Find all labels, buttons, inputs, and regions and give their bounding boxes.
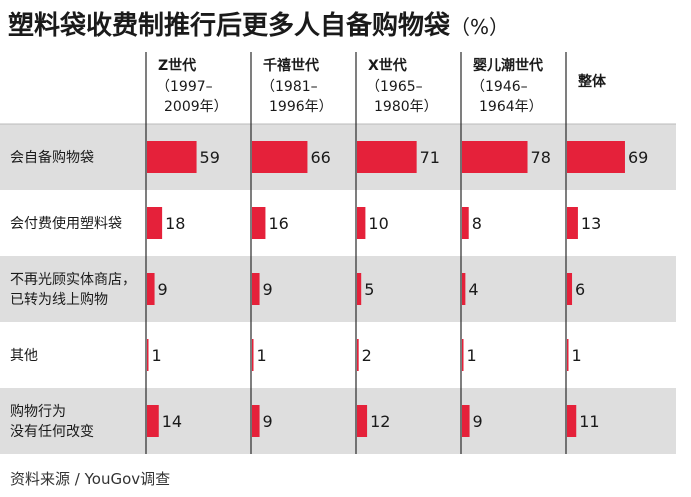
value-label: 6 xyxy=(575,280,585,299)
bar xyxy=(567,339,569,371)
value-label: 13 xyxy=(581,214,601,233)
chart-title: 塑料袋收费制推行后更多人自备购物袋（%） xyxy=(8,6,509,46)
value-label: 10 xyxy=(368,214,388,233)
value-label: 11 xyxy=(579,412,599,431)
value-label: 69 xyxy=(628,148,648,167)
row-band xyxy=(0,388,676,454)
group-years: （1981– xyxy=(261,79,318,95)
value-label: 9 xyxy=(473,412,483,431)
value-label: 1 xyxy=(257,346,267,365)
bar xyxy=(252,141,308,173)
value-label: 66 xyxy=(310,148,330,167)
group-years: （1997– xyxy=(156,79,213,95)
category-label: 已转为线上购物 xyxy=(10,292,108,308)
group-name: 整体 xyxy=(577,73,607,90)
group-years: 1996年） xyxy=(269,99,333,115)
bar xyxy=(147,207,163,239)
row-band xyxy=(0,124,676,190)
bar xyxy=(147,405,159,437)
bar xyxy=(462,141,528,173)
bar xyxy=(357,207,366,239)
value-label: 8 xyxy=(472,214,482,233)
value-label: 14 xyxy=(162,412,182,431)
value-label: 78 xyxy=(531,148,551,167)
value-label: 1 xyxy=(572,346,582,365)
group-name: 千禧世代 xyxy=(263,57,319,74)
bar xyxy=(462,405,470,437)
group-name: Z世代 xyxy=(158,57,196,74)
value-label: 2 xyxy=(362,346,372,365)
group-years: 2009年） xyxy=(164,99,228,115)
bar xyxy=(567,141,625,173)
value-label: 18 xyxy=(165,214,185,233)
value-label: 4 xyxy=(468,280,478,299)
bar xyxy=(357,273,362,305)
bar xyxy=(357,339,359,371)
bar xyxy=(357,141,417,173)
category-label: 会自备购物袋 xyxy=(10,149,94,166)
category-label: 不再光顾实体商店， xyxy=(10,272,136,288)
source-note: 资料来源 / YouGov调查 xyxy=(10,470,171,488)
value-label: 16 xyxy=(268,214,288,233)
value-label: 59 xyxy=(200,148,220,167)
value-label: 9 xyxy=(263,412,273,431)
category-label: 没有任何改变 xyxy=(10,424,94,440)
bar xyxy=(252,405,260,437)
bar xyxy=(462,339,464,371)
value-label: 9 xyxy=(263,280,273,299)
bar xyxy=(567,207,578,239)
category-label: 会付费使用塑料袋 xyxy=(10,215,122,232)
category-label: 购物行为 xyxy=(10,404,66,420)
bar xyxy=(252,207,266,239)
value-label: 71 xyxy=(420,148,440,167)
group-name: X世代 xyxy=(368,57,407,74)
bar xyxy=(357,405,368,437)
title-unit: （%） xyxy=(450,15,510,39)
value-label: 1 xyxy=(152,346,162,365)
value-label: 12 xyxy=(370,412,390,431)
value-label: 9 xyxy=(158,280,168,299)
group-years: （1946– xyxy=(471,79,528,95)
category-label: 其他 xyxy=(10,348,38,364)
value-label: 5 xyxy=(364,280,374,299)
value-label: 1 xyxy=(467,346,477,365)
group-years: 1964年） xyxy=(479,99,543,115)
bar xyxy=(462,273,466,305)
bar xyxy=(147,273,155,305)
bar xyxy=(147,141,197,173)
bar xyxy=(147,339,149,371)
bar xyxy=(567,405,577,437)
group-years: 1980年） xyxy=(374,99,438,115)
bar xyxy=(252,339,254,371)
bar xyxy=(567,273,573,305)
group-years: （1965– xyxy=(366,79,423,95)
group-name: 婴儿潮世代 xyxy=(473,57,543,74)
bar xyxy=(462,207,469,239)
title-text: 塑料袋收费制推行后更多人自备购物袋 xyxy=(8,11,451,41)
row-band xyxy=(0,256,676,322)
bar xyxy=(252,273,260,305)
